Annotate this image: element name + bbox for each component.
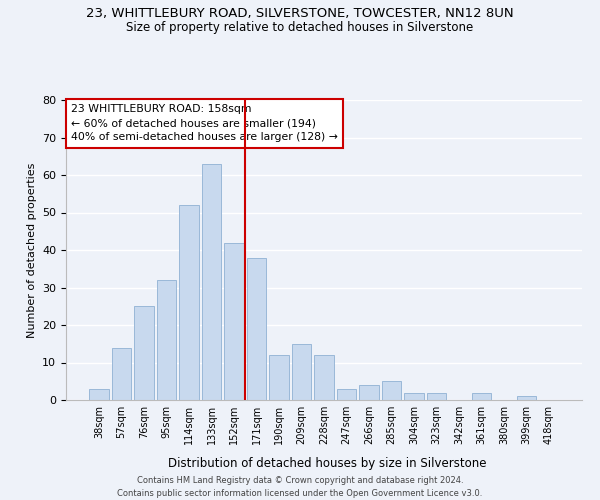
Bar xyxy=(314,355,334,400)
Text: 23, WHITTLEBURY ROAD, SILVERSTONE, TOWCESTER, NN12 8UN: 23, WHITTLEBURY ROAD, SILVERSTONE, TOWCE… xyxy=(86,8,514,20)
Bar xyxy=(202,164,221,400)
Bar xyxy=(359,385,379,400)
Bar xyxy=(269,355,289,400)
Bar xyxy=(247,258,266,400)
Text: Contains HM Land Registry data © Crown copyright and database right 2024.
Contai: Contains HM Land Registry data © Crown c… xyxy=(118,476,482,498)
Bar xyxy=(382,381,401,400)
Bar xyxy=(427,392,446,400)
Bar xyxy=(224,242,244,400)
Bar xyxy=(292,344,311,400)
Bar xyxy=(112,348,131,400)
Bar xyxy=(337,389,356,400)
Text: Distribution of detached houses by size in Silverstone: Distribution of detached houses by size … xyxy=(168,458,486,470)
Bar xyxy=(89,389,109,400)
Bar xyxy=(157,280,176,400)
Bar xyxy=(517,396,536,400)
Text: 23 WHITTLEBURY ROAD: 158sqm
← 60% of detached houses are smaller (194)
40% of se: 23 WHITTLEBURY ROAD: 158sqm ← 60% of det… xyxy=(71,104,338,142)
Y-axis label: Number of detached properties: Number of detached properties xyxy=(26,162,37,338)
Bar xyxy=(472,392,491,400)
Bar xyxy=(179,205,199,400)
Bar xyxy=(404,392,424,400)
Bar xyxy=(134,306,154,400)
Text: Size of property relative to detached houses in Silverstone: Size of property relative to detached ho… xyxy=(127,21,473,34)
